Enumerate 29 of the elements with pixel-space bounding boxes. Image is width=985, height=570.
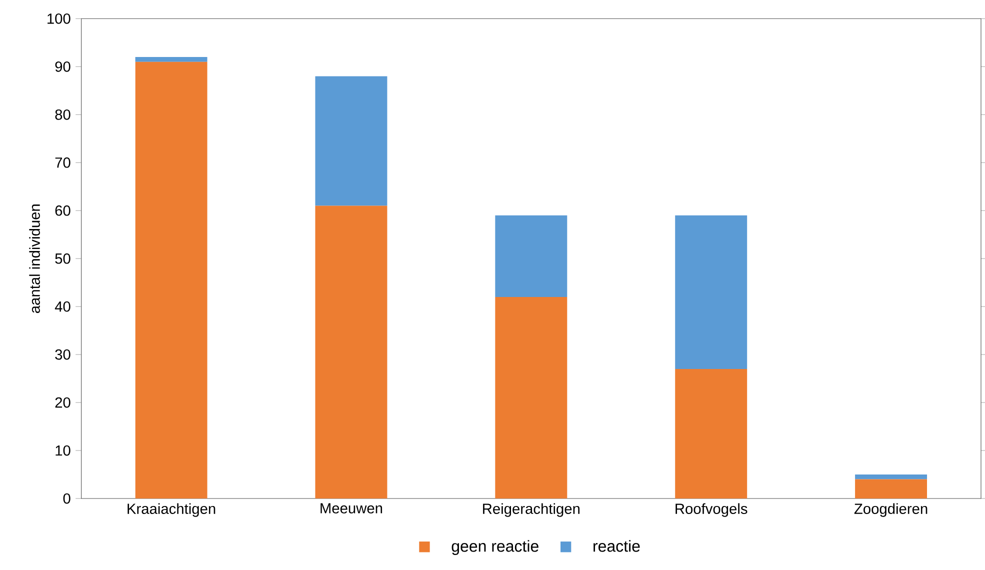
bar [675,215,748,369]
y-tick-label: 50 [55,253,70,264]
y-tick-label: 80 [55,109,70,120]
x-tick-label: Kraaiachtigen [128,502,216,517]
x-tick-label: Zoogdieren [854,502,928,517]
y-tick-label: 10 [56,445,70,456]
bar [495,296,568,498]
bar [495,215,568,297]
y-tick-label: 90 [55,61,70,72]
y-axis-title: aantal individuen [29,204,40,313]
y-tick-label: 0 [63,493,70,504]
y-tick-label: 70 [55,157,70,168]
bar [315,76,388,206]
bar [855,479,928,498]
y-tick-label: 100 [48,13,70,24]
y-tick-label: 30 [55,349,70,360]
x-tick-label: Reigerachtigen [483,502,580,517]
y-tick-label: 40 [54,301,70,312]
bar [135,62,208,498]
x-tick-label: Roofvogels [676,502,748,517]
bar [315,206,388,498]
y-tick-label: 20 [55,397,70,408]
legend-label: geen reactie [452,540,538,555]
bar [675,368,748,498]
x-tick-label: Meeuwen [320,502,382,514]
bar [855,474,928,480]
y-tick-label: 60 [55,205,70,216]
bar [135,56,208,62]
legend-label: reactie [594,540,640,552]
